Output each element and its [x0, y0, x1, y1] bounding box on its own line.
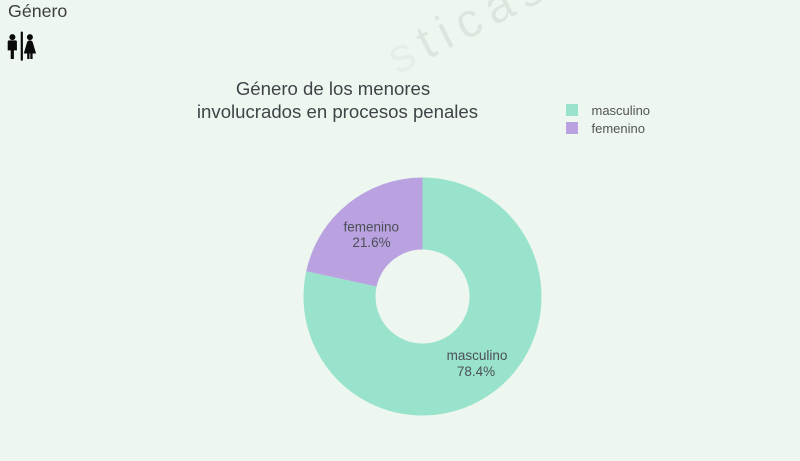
svg-text:masculino: masculino: [447, 348, 508, 363]
svg-text:femenino: femenino: [344, 219, 400, 234]
svg-text:78.4%: 78.4%: [457, 364, 495, 379]
svg-text:21.6%: 21.6%: [352, 235, 390, 250]
